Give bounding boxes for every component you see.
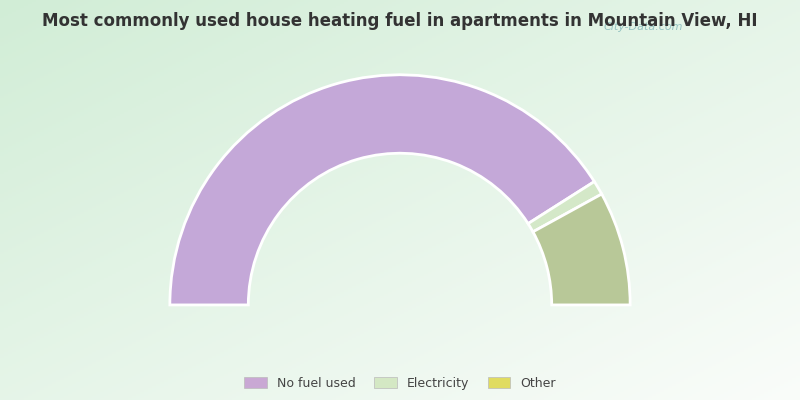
Wedge shape	[170, 75, 594, 305]
Text: City-Data.com: City-Data.com	[603, 22, 682, 32]
Wedge shape	[533, 194, 630, 305]
Text: Most commonly used house heating fuel in apartments in Mountain View, HI: Most commonly used house heating fuel in…	[42, 12, 758, 30]
Wedge shape	[528, 182, 602, 232]
Legend: No fuel used, Electricity, Other: No fuel used, Electricity, Other	[241, 373, 559, 394]
